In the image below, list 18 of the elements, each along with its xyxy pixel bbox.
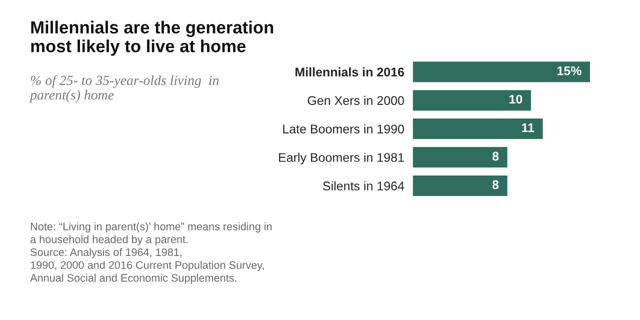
y-tick-label: Early Boomers in 1981 [279,152,404,164]
bar [412,118,543,140]
data-label: 15% [558,66,582,76]
bar [412,176,508,196]
y-tick-label: Gen Xers in 2000 [308,96,404,105]
data-label: 8 [492,152,499,161]
bar [412,147,508,168]
data-label: 10 [510,94,522,104]
text: Millennials are the generation most likely to live at home [31,20,274,56]
y-tick-label: Late Boomers in 1990 [283,124,404,134]
bar [412,62,590,82]
y-tick-label: Silents in 1964 [323,181,404,190]
y-tick-label: Millennials in 2016 [296,67,404,76]
text: % of 25- to 35-year-olds living in parent(s) home [29,75,219,102]
text: Note: “Living in parent(s)’ home” means residing in a household headed by a parent. Source: Analysis of 1964, 1981, 1990, 2000 and 2016 Current Population Survey, Annual Social and Economic Supplements. [30,222,272,284]
data-label: 11 [522,123,534,132]
bar [412,90,531,111]
data-label: 8 [492,180,499,190]
